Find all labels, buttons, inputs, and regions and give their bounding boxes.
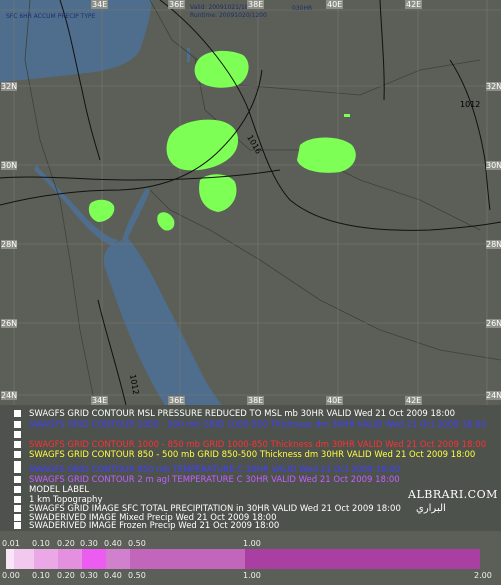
scale-bottom-label: 0.00 xyxy=(2,571,20,580)
lon-label-bottom: 42E xyxy=(405,396,423,405)
layer-label: SWAGFS GRID CONTOUR 1000 - 500 mb GRID 1… xyxy=(29,420,487,430)
lat-label-left: 30N xyxy=(1,161,18,170)
layer-checkbox[interactable] xyxy=(14,451,21,458)
lat-label-left: 32N xyxy=(1,82,18,91)
layer-label: SWAGFS GRID CONTOUR MSL PRESSURE REDUCED… xyxy=(29,409,456,419)
lon-label-bottom: 36E xyxy=(168,396,186,405)
layer-checkbox[interactable] xyxy=(14,461,21,468)
scale-bar xyxy=(6,549,480,569)
scale-top-label: 0.01 xyxy=(2,539,20,548)
layer-label: SWADERIVED IMAGE Frozen Precip Wed 21 Oc… xyxy=(29,521,280,531)
layer-checkbox[interactable] xyxy=(14,496,21,503)
isobars xyxy=(0,0,501,406)
isobar-1016 xyxy=(0,69,263,206)
layer-checkbox[interactable] xyxy=(14,514,21,521)
scale-swatch xyxy=(6,549,14,569)
scale-bottom-label: 0.50 xyxy=(128,571,146,580)
lat-label-right: 32N xyxy=(486,82,501,91)
valid-time: Valid: 20091021/1800 xyxy=(190,4,257,11)
lon-label-top: 36E xyxy=(168,0,186,9)
scale-swatch xyxy=(34,549,58,569)
lon-label-bottom: 40E xyxy=(326,396,344,405)
lon-label-top: 42E xyxy=(405,0,423,9)
layer-label: SWAGFS GRID CONTOUR 2 m agl TEMPERATURE … xyxy=(29,475,400,485)
lon-label-top: 38E xyxy=(247,0,265,9)
layer-label: SWAGFS GRID IMAGE SFC TOTAL PRECIPITATIO… xyxy=(29,504,401,514)
scale-swatch xyxy=(130,549,245,569)
lon-label-top: 34E xyxy=(91,0,109,9)
lat-label-left: 24N xyxy=(1,391,18,400)
precip-areas xyxy=(88,50,356,231)
precip-area xyxy=(88,199,115,222)
scale-bottom-label: 0.10 xyxy=(32,571,50,580)
scale-swatch xyxy=(82,549,106,569)
layer-checkbox[interactable] xyxy=(14,410,21,417)
layer-checkbox[interactable] xyxy=(14,431,21,438)
scale-swatch xyxy=(58,549,82,569)
layer-label: SWADERIVED IMAGE Mixed Precip Wed 21 Oct… xyxy=(29,513,277,523)
scale-top-label: 1.00 xyxy=(243,539,261,548)
scale-top-label: 0.40 xyxy=(104,539,122,548)
scale-top-label: 0.30 xyxy=(80,539,98,548)
layer-label: MODEL LABEL xyxy=(29,485,90,495)
lat-label-left: 26N xyxy=(1,319,18,328)
red-sea xyxy=(103,238,222,405)
precip-area xyxy=(157,212,175,231)
scale-bottom-label: 0.40 xyxy=(104,571,122,580)
precip-area xyxy=(166,119,239,171)
layer-checkbox[interactable] xyxy=(14,421,21,428)
lon-label-top: 40E xyxy=(326,0,344,9)
scale-swatch xyxy=(106,549,130,569)
layer-label: SWAGFS GRID CONTOUR 850 - 500 mb GRID 85… xyxy=(29,450,476,460)
layer-checkbox[interactable] xyxy=(14,466,21,473)
scale-top-label: 0.10 xyxy=(32,539,50,548)
map-canvas xyxy=(0,0,501,406)
layer-legend: SWAGFS GRID CONTOUR MSL PRESSURE REDUCED… xyxy=(0,405,501,531)
scale-top-label: 0.50 xyxy=(128,539,146,548)
precip-area xyxy=(297,137,356,173)
layer-checkbox[interactable] xyxy=(14,505,21,512)
scale-bottom-label: 1.00 xyxy=(243,571,261,580)
scale-top-label: 0.20 xyxy=(57,539,75,548)
layer-checkbox[interactable] xyxy=(14,522,21,529)
gulf-of-aqaba xyxy=(122,188,150,241)
scale-bottom-label: 2.00 xyxy=(474,571,492,580)
weather-map[interactable]: SFC 6HR ACCUM PRECIP TYPE Valid: 2009102… xyxy=(0,0,501,406)
mediterranean-sea xyxy=(0,0,152,82)
lon-label-bottom: 38E xyxy=(247,396,265,405)
site-watermark-arabic: البراري xyxy=(416,503,446,514)
layer-label: 1 km Topography xyxy=(29,495,103,505)
lon-label-bottom: 34E xyxy=(91,396,109,405)
precip-area xyxy=(199,174,237,212)
precip-area xyxy=(344,114,350,117)
map-title: SFC 6HR ACCUM PRECIP TYPE xyxy=(6,13,96,20)
scale-bottom-label: 0.20 xyxy=(57,571,75,580)
layer-checkbox[interactable] xyxy=(14,441,21,448)
site-watermark: ALBRARI.COM xyxy=(408,488,498,501)
run-time: Runtime: 20091020/1200 xyxy=(190,12,267,19)
lat-label-right: 26N xyxy=(486,319,501,328)
lat-label-left: 28N xyxy=(1,240,18,249)
scale-swatch xyxy=(14,549,34,569)
precip-color-scale: 0.01 0.10 0.20 0.30 0.40 0.50 1.00 0.00 … xyxy=(0,531,501,585)
lat-label-right: 28N xyxy=(486,240,501,249)
forecast-hour: 030HR xyxy=(292,5,313,12)
scale-bottom-label: 0.30 xyxy=(80,571,98,580)
layer-label: SWAGFS GRID CONTOUR 1000 - 850 mb GRID 1… xyxy=(29,440,487,450)
isobar-label: 1012 xyxy=(460,100,481,109)
lat-lon-grid xyxy=(0,0,501,405)
scale-swatch xyxy=(245,549,480,569)
layer-checkbox[interactable] xyxy=(14,476,21,483)
lat-label-right: 30N xyxy=(486,161,501,170)
dead-sea xyxy=(187,48,190,62)
layer-checkbox[interactable] xyxy=(14,486,21,493)
layer-label: SWAGFS GRID CONTOUR 850 mb TEMPERATURE C… xyxy=(29,465,401,475)
precip-area xyxy=(194,50,249,88)
lat-label-right: 24N xyxy=(486,391,501,400)
